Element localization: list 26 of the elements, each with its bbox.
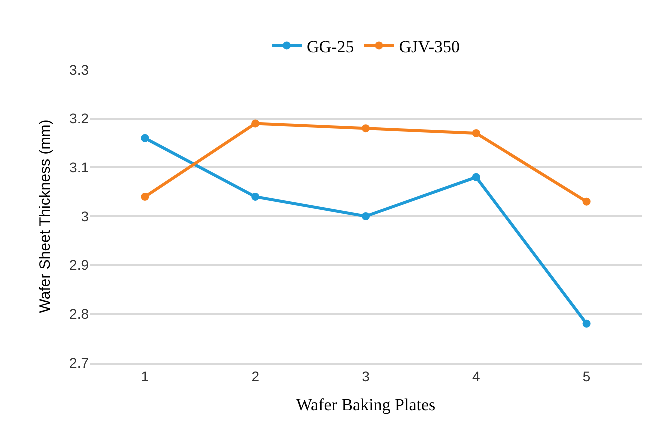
- x-tick-label: 1: [141, 368, 150, 385]
- point: [252, 192, 260, 201]
- y-tick-label: 3.2: [70, 110, 90, 127]
- x-tick-label: 3: [362, 368, 370, 385]
- point: [472, 173, 480, 182]
- point: [362, 124, 370, 133]
- y-tick-label: 3.3: [70, 62, 90, 78]
- y-tick-label: 3.1: [70, 160, 90, 176]
- y-tick-label: 3: [81, 208, 90, 224]
- point: [362, 212, 370, 220]
- y-tick-label: 2.8: [70, 306, 90, 322]
- x-tick-label: 4: [472, 368, 480, 385]
- point: [252, 120, 260, 128]
- point: [141, 192, 150, 201]
- y-tick-label: 2.7: [70, 354, 90, 371]
- legend-label: GJV-350: [399, 37, 460, 56]
- legend-label: GG-25: [307, 37, 354, 56]
- point: [582, 198, 591, 206]
- x-tick-label: 5: [582, 368, 591, 385]
- y-tick-label: 2.9: [70, 257, 90, 274]
- x-tick-label: 2: [252, 368, 260, 385]
- y-axis-title: Wafer Sheet Thickness (mm): [36, 120, 54, 314]
- point: [582, 320, 591, 328]
- point: [141, 134, 150, 142]
- point: [472, 129, 480, 138]
- x-axis-title: Wafer Baking Plates: [296, 395, 436, 414]
